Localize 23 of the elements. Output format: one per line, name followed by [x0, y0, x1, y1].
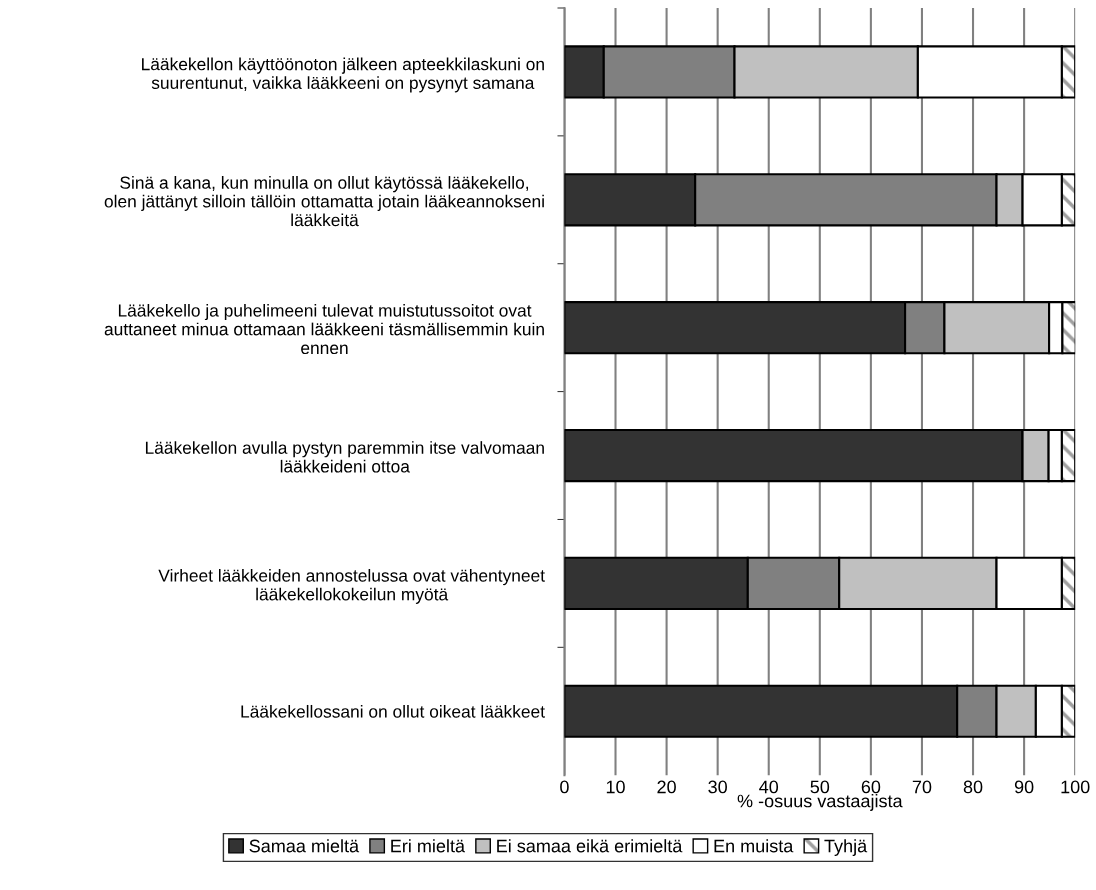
x-tick-label: 10 — [606, 780, 625, 794]
y-tick-label: Lääkekello ja puhelimeeni tulevat muistutussoitot ovat auttaneet minua ottamaan lääkkeeni täsmällisemmin kuin ennen — [104, 303, 544, 355]
x-tick-label: 90 — [1014, 780, 1034, 794]
legend-label: Ei samaa eikä erimieltä — [497, 839, 683, 853]
x-axis-title: % -osuus vastaajista — [737, 794, 903, 811]
x-tick-label: 0 — [560, 780, 569, 794]
x-tick-label: 60 — [861, 780, 881, 794]
x-tick-label: 20 — [657, 780, 676, 794]
legend-label: En muista — [714, 839, 794, 853]
y-tick-label: Lääkekellossani on ollut oikeat lääkkeet — [241, 704, 545, 718]
x-tick-label: 30 — [708, 780, 727, 794]
legend-label: Samaa mieltä — [249, 839, 360, 853]
legend-label: Eri mieltä — [391, 839, 466, 853]
y-tick-label: Lääkekellon käyttöönoton jälkeen apteekkilaskuni on suurentunut, vaikka lääkkeeni on pysynyt samana — [142, 57, 544, 93]
y-tick-label: Virheet lääkkeiden annostelussa ovat vähentyneet lääkekellokokeilun myötä — [158, 569, 545, 604]
x-tick-label: 100 — [1061, 780, 1090, 794]
x-tick-label: 50 — [810, 780, 830, 794]
y-tick-label: Sinä a kana, kun minulla on ollut käytössä lääkekello, olen jättänyt silloin tällöin ottamatta jotain lääkeannokseni lääkkeitä — [104, 176, 544, 227]
x-tick-label: 80 — [963, 780, 983, 794]
y-tick-label: Lääkekellon avulla pystyn paremmin itse valvomaan lääkkeideni ottoa — [145, 441, 544, 473]
legend-label: Tyhjä — [824, 839, 868, 856]
x-tick-label: 40 — [759, 780, 779, 794]
x-tick-label: 70 — [912, 780, 932, 794]
